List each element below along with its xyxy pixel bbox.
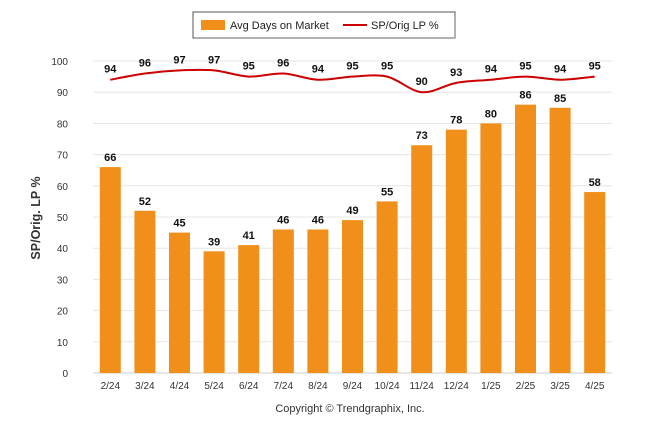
bar: [584, 192, 606, 373]
bar-value-label: 39: [208, 236, 220, 248]
bar-value-label: 45: [173, 218, 185, 230]
bar-value-label: 46: [312, 214, 324, 226]
bar-value-label: 80: [485, 108, 497, 120]
line-value-label: 95: [589, 61, 601, 73]
bar-value-label: 58: [589, 177, 601, 189]
y-tick-label: 40: [57, 244, 69, 255]
y-tick-label: 80: [57, 119, 69, 130]
bar: [307, 229, 329, 373]
bar: [203, 251, 225, 373]
line-value-label: 95: [346, 61, 358, 73]
copyright-footer: Copyright © Trendgraphix, Inc.: [275, 403, 424, 415]
x-tick-label: 5/24: [204, 381, 224, 392]
bar: [342, 220, 363, 373]
bar-value-label: 78: [450, 115, 462, 127]
line-value-label: 94: [554, 64, 567, 76]
bar-value-label: 41: [243, 230, 255, 242]
x-tick-label: 12/24: [444, 381, 469, 392]
y-tick-label: 20: [57, 307, 69, 318]
x-tick-label: 1/25: [481, 381, 501, 392]
y-tick-label: 100: [51, 57, 68, 68]
y-tick-label: 90: [57, 88, 69, 99]
x-tick-label: 2/24: [101, 381, 121, 392]
bar: [515, 104, 536, 374]
bar: [549, 107, 571, 374]
line-value-label: 94: [104, 64, 117, 76]
bar-value-label: 46: [277, 214, 289, 226]
bar: [238, 245, 260, 373]
bar-value-label: 49: [346, 205, 358, 217]
y-tick-label: 10: [57, 338, 69, 349]
bar-value-label: 73: [416, 130, 428, 142]
x-tick-label: 2/25: [516, 381, 536, 392]
bar-value-label: 55: [381, 186, 393, 198]
line-value-label: 93: [450, 67, 462, 79]
legend-box: [192, 11, 456, 39]
y-tick-label: 60: [57, 182, 69, 193]
bar: [480, 123, 502, 374]
x-tick-label: 7/24: [274, 381, 294, 392]
line-value-label: 94: [485, 64, 498, 76]
line-layer: [110, 68, 595, 94]
y-tick-label: 0: [62, 369, 68, 380]
bar: [376, 201, 398, 373]
x-tick-label: 3/25: [550, 381, 570, 392]
bar: [169, 232, 190, 373]
y-tick-label: 30: [57, 275, 69, 286]
bar: [411, 145, 433, 373]
line-value-label: 96: [139, 57, 151, 69]
bar-value-label: 66: [104, 152, 116, 164]
line-value-label: 97: [173, 54, 185, 66]
bar: [134, 210, 156, 373]
bar: [99, 167, 121, 373]
line-value-label: 97: [208, 54, 220, 66]
bar-value-label: 52: [139, 196, 151, 208]
x-tick-label: 3/24: [135, 381, 155, 392]
line-value-label: 95: [243, 61, 255, 73]
line-value-label: 94: [312, 64, 325, 76]
line-value-label: 95: [519, 61, 531, 73]
x-tick-label: 8/24: [308, 381, 328, 392]
bar-value-label: 85: [554, 93, 566, 105]
x-tick-label: 9/24: [343, 381, 363, 392]
line-value-label: 96: [277, 57, 289, 69]
bar-value-label: 86: [519, 90, 531, 102]
y-tick-label: 50: [57, 213, 69, 224]
line-value-label: 95: [381, 61, 393, 73]
x-tick-label: 11/24: [410, 381, 435, 392]
y-tick-label: 70: [57, 151, 69, 162]
bar-layer: [99, 104, 606, 374]
sp-orig-lp-line: [110, 68, 595, 94]
line-value-label: 90: [416, 76, 428, 88]
legend-label-sp: SP/Orig LP %: [371, 20, 439, 32]
bar: [445, 129, 467, 373]
x-tick-label: 10/24: [375, 381, 400, 392]
x-tick-label: 4/25: [585, 381, 605, 392]
x-tick-label: 6/24: [239, 381, 259, 392]
legend-swatch-days: [201, 20, 225, 30]
legend: Avg Days on Market SP/Orig LP %: [192, 11, 456, 39]
label-layer: 66 52 45 39 41 46 46 49 55 73 78 80 86 85 58 94 96 97 97 95…: [104, 54, 601, 248]
legend-label-days: Avg Days on Market: [230, 20, 329, 32]
bar: [272, 229, 294, 373]
axis-layer: 0 10 20 30 40 50 60 70 80 90 100 2/24 3/24 4/24 5/24 6/…: [51, 57, 612, 392]
x-tick-label: 4/24: [170, 381, 190, 392]
y-axis-label: SP/Orig. LP %: [29, 176, 43, 259]
